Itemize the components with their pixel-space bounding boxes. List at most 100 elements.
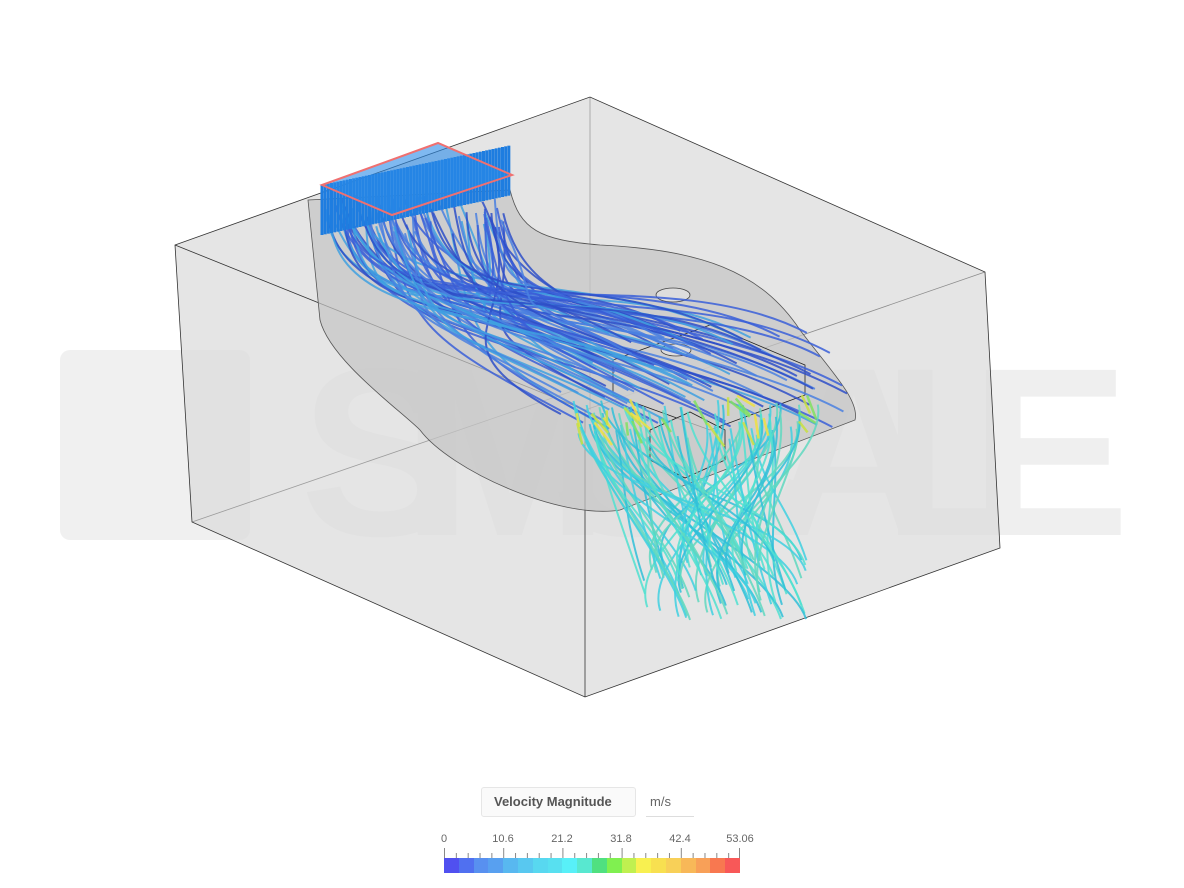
colorbar-segment — [458, 858, 474, 873]
legend-field-selector[interactable]: Velocity Magnitude — [481, 787, 636, 817]
streamline — [482, 223, 576, 368]
streamline — [364, 225, 762, 352]
colorbar-segment — [473, 858, 489, 873]
colorbar-segment — [562, 858, 578, 873]
streamline — [615, 430, 646, 581]
streamline — [738, 403, 766, 570]
streamline — [766, 430, 777, 602]
streamline — [623, 406, 643, 428]
streamline — [705, 425, 718, 616]
streamline — [706, 422, 726, 448]
streamline — [392, 198, 712, 355]
streamline — [762, 417, 770, 436]
streamline — [406, 229, 592, 381]
streamline — [465, 212, 764, 408]
streamline — [741, 421, 755, 446]
streamline — [593, 430, 799, 585]
colorbar-segment — [547, 858, 563, 873]
streamline — [754, 411, 783, 593]
streamline — [590, 413, 610, 434]
colorbar-segment — [725, 858, 740, 873]
streamline — [625, 422, 630, 436]
streamline — [641, 406, 665, 579]
streamline — [679, 406, 722, 604]
streamline — [693, 400, 709, 426]
streamlines — [325, 194, 848, 621]
colorbar-segment — [621, 858, 637, 873]
streamline — [662, 410, 747, 569]
streamline — [686, 437, 766, 617]
streamline — [631, 420, 643, 444]
streamline — [734, 397, 752, 417]
streamline — [457, 215, 714, 392]
streamline — [725, 413, 801, 574]
streamline — [628, 398, 641, 420]
colorbar-segment — [665, 858, 681, 873]
streamline — [483, 208, 633, 356]
streamline — [644, 423, 744, 608]
inlet-patch — [319, 141, 515, 235]
streamline — [393, 231, 761, 418]
streamline — [329, 214, 689, 386]
streamline — [369, 226, 635, 393]
streamline — [575, 413, 581, 428]
inlet-outline — [319, 141, 515, 217]
legend-colorbar — [444, 858, 740, 873]
streamline — [430, 208, 744, 341]
streamline — [575, 408, 688, 618]
streamline — [657, 426, 739, 606]
colorbar-segment — [488, 858, 504, 873]
colorbar-segment — [532, 858, 548, 873]
streamline — [660, 417, 672, 433]
streamline — [736, 394, 756, 408]
streamline — [583, 435, 757, 604]
streamline — [375, 194, 692, 404]
streamline — [592, 412, 691, 598]
streamline — [637, 439, 723, 620]
legend-tick-label: 31.8 — [610, 833, 632, 845]
legend-tick-label: 0 — [440, 833, 448, 845]
streamline — [686, 411, 803, 606]
streamline — [797, 411, 817, 424]
legend-tick-label: 42.4 — [669, 833, 691, 845]
streamline — [713, 413, 788, 595]
streamline — [484, 221, 665, 405]
colorbar-segment — [606, 858, 622, 873]
colorbar-segment — [710, 858, 726, 873]
legend-tick-label: 10.6 — [492, 833, 514, 845]
streamline — [346, 223, 808, 334]
streamline — [411, 213, 562, 393]
streamline — [618, 413, 729, 615]
streamline — [421, 196, 695, 347]
streamline — [451, 195, 632, 344]
colorbar-segment — [577, 858, 592, 873]
legend-ticks — [444, 848, 740, 858]
streamline — [576, 422, 584, 445]
streamline — [729, 400, 751, 418]
streamline — [629, 411, 652, 431]
colorbar-segment — [695, 858, 711, 873]
colorbar-segment — [517, 858, 533, 873]
streamline — [393, 226, 610, 411]
colorbar-segment — [503, 858, 518, 873]
streamline — [593, 421, 613, 446]
streamline — [488, 216, 848, 395]
streamline — [797, 420, 809, 434]
streamline — [342, 212, 781, 338]
legend-unit-selector[interactable]: m/s — [646, 787, 694, 817]
streamline — [327, 216, 802, 416]
streamline — [800, 394, 812, 414]
streamline — [805, 395, 818, 420]
colorbar-segment — [651, 858, 666, 873]
streamline — [398, 207, 798, 377]
streamline — [658, 415, 753, 613]
legend-tick-label: 21.2 — [551, 833, 573, 845]
streamline — [753, 413, 760, 439]
legend-tick-label: 53.06 — [726, 833, 754, 845]
streamline — [497, 226, 831, 354]
colorbar-segment — [591, 858, 607, 873]
colorbar-segment — [680, 858, 696, 873]
streamline — [731, 416, 772, 572]
streamline — [388, 204, 647, 410]
